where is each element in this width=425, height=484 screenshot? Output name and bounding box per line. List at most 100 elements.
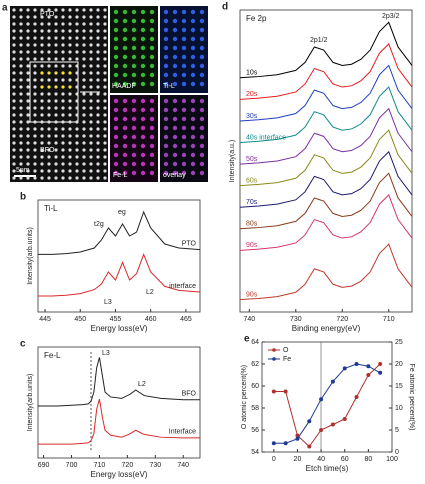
atom [19, 155, 23, 159]
atom-dots [12, 8, 205, 180]
atom [140, 72, 146, 78]
atom [190, 98, 196, 104]
atom [19, 50, 23, 54]
atom [12, 78, 16, 82]
atom [96, 134, 100, 138]
atom [75, 99, 79, 103]
atom [82, 120, 86, 124]
atom [89, 141, 93, 145]
annotation: eg [118, 209, 126, 216]
atom [163, 161, 169, 167]
atom [54, 78, 58, 82]
atom [68, 85, 72, 89]
atom [149, 54, 155, 60]
atom [149, 36, 155, 42]
atom [12, 71, 16, 75]
atom [181, 143, 187, 149]
atom [82, 155, 86, 159]
atom [61, 176, 65, 180]
atom [54, 43, 58, 47]
panel-label: d [222, 2, 228, 13]
atom [131, 143, 137, 149]
atom [26, 8, 30, 12]
atom [140, 152, 146, 158]
atom [19, 113, 23, 117]
atom [19, 162, 23, 166]
chart-title: Ti-L [44, 204, 58, 213]
atom [19, 64, 23, 68]
atom [75, 36, 79, 40]
atom [54, 141, 58, 145]
atom [19, 8, 23, 12]
atom [40, 127, 44, 131]
atom [103, 113, 107, 117]
series-label: 70s [246, 199, 258, 206]
x-tick-label: 730 [290, 316, 302, 323]
atom [131, 107, 137, 113]
atom [68, 127, 72, 131]
atom [96, 99, 100, 103]
atom [172, 18, 178, 24]
chart-title: Fe 2p [246, 14, 267, 23]
x-tick-label: 40 [317, 456, 325, 463]
atom [89, 92, 93, 96]
atom [103, 148, 107, 152]
atom [103, 141, 107, 145]
atom [33, 162, 37, 166]
atom [113, 45, 119, 51]
atom [172, 161, 178, 167]
atom [19, 85, 23, 89]
atom [12, 169, 16, 173]
atom [149, 107, 155, 113]
atom [68, 29, 72, 33]
atom [140, 63, 146, 69]
atom [82, 22, 86, 26]
atom [89, 8, 93, 12]
atom [75, 22, 79, 26]
atom [103, 134, 107, 138]
series-line [239, 64, 413, 122]
atom [89, 57, 93, 61]
atom [149, 152, 155, 158]
atom [26, 92, 30, 96]
atom [190, 18, 196, 24]
atom [61, 141, 65, 145]
y-tick-label: 64 [251, 339, 259, 346]
atom [122, 152, 128, 158]
atom [12, 120, 16, 124]
atom [12, 134, 16, 138]
atom [199, 116, 205, 122]
atom [122, 72, 128, 78]
atom [163, 9, 169, 15]
series-line [239, 172, 413, 230]
atom [26, 57, 30, 61]
atom [68, 64, 72, 68]
y-axis-label: Intensity(a.u.) [229, 140, 236, 182]
atom [12, 85, 16, 89]
atom [26, 106, 30, 110]
atom [75, 148, 79, 152]
atom [149, 161, 155, 167]
atom [54, 127, 58, 131]
atom [149, 98, 155, 104]
atom [40, 71, 44, 75]
atom [33, 8, 37, 12]
atom [131, 161, 137, 167]
atom [33, 176, 37, 180]
atom [26, 148, 30, 152]
atom [122, 63, 128, 69]
atom [75, 15, 79, 19]
atom [61, 106, 65, 110]
atom [12, 36, 16, 40]
data-point [330, 422, 335, 427]
x-tick-label: 455 [110, 316, 122, 323]
atom [68, 169, 72, 173]
atom [140, 54, 146, 60]
atom [163, 98, 169, 104]
atom [54, 36, 58, 40]
image-label: PTO [40, 11, 55, 18]
y-axis-label: Intensity(arb.units) [27, 227, 34, 285]
atom [47, 99, 51, 103]
series-line [38, 357, 200, 407]
atom [68, 36, 72, 40]
